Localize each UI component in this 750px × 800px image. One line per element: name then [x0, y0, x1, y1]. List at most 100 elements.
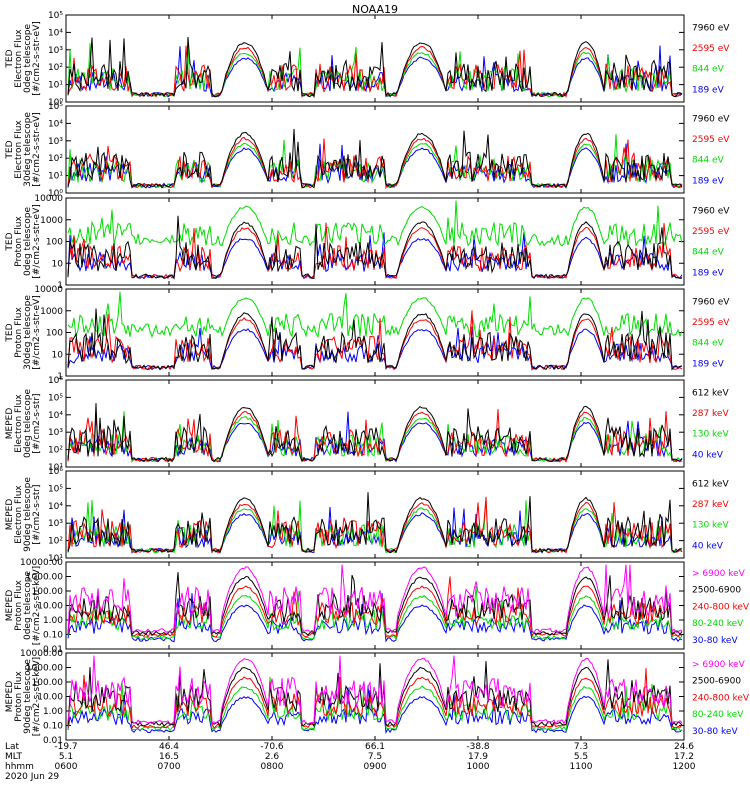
ytick-label: 0.01	[43, 645, 63, 655]
ytick-label: 10000.00	[20, 558, 63, 568]
ytick-label: 10⁵	[48, 484, 63, 494]
series-trace	[67, 409, 683, 463]
ytick-label: 1000	[40, 216, 63, 226]
ytick-label: 10.00	[37, 602, 63, 612]
footer-row-label: 2020 Jun 29	[5, 772, 59, 782]
legend-entry: 612 keV	[692, 479, 729, 489]
ytick-label: 100.00	[32, 587, 64, 597]
legend-entry: 2595 eV	[692, 318, 730, 328]
footer-row-label: Lat	[5, 742, 20, 752]
ytick-label: 10.00	[37, 693, 63, 703]
legend-entry: 7960 eV	[692, 206, 730, 216]
ytick-label: 10³	[48, 428, 63, 438]
y-axis-label: [#/cm2-s-str-eV]	[32, 295, 42, 370]
series-trace	[67, 492, 683, 554]
panel-8: 0.01 0.10 1.00 10.00 100.00 1000.00 10000.00 ME…	[5, 649, 750, 746]
y-axis-label: 90deg telescope	[23, 477, 33, 552]
footer-hhmm-value: 1100	[570, 762, 593, 772]
footer-lat-value: 46.4	[159, 742, 179, 752]
legend-entry: 7960 eV	[692, 23, 730, 33]
series-trace	[67, 499, 683, 554]
y-axis-label: [#/cm2-s-str-keV]	[32, 657, 42, 736]
ytick-label: 10000	[34, 285, 63, 295]
footer-mlt-value: 7.5	[368, 752, 382, 762]
series-trace	[67, 310, 683, 371]
ytick-label: 10⁵	[48, 393, 63, 403]
panel-2: 10⁰ 10¹ 10² 10³ 10⁴ 10⁵ TED Electron Flux 30deg …	[5, 102, 730, 199]
ytick-label: 10¹	[48, 554, 63, 564]
series-trace	[67, 215, 683, 280]
footer-row-label: hhmm	[5, 762, 34, 772]
ytick-label: 10²	[48, 446, 63, 456]
footer-hhmm-value: 1200	[673, 762, 696, 772]
y-axis-label: [#/cm2-s-str-eV]	[32, 112, 42, 187]
series-trace	[67, 668, 683, 730]
panel-frame	[65, 105, 685, 194]
panel-1: 10⁰ 10¹ 10² 10³ 10⁴ 10⁵ TED Electron Flux 0deg t…	[5, 11, 730, 108]
footer-lat-value: -38.8	[466, 742, 490, 752]
y-axis-label: Electron Flux	[14, 120, 24, 179]
series-trace	[67, 200, 683, 247]
y-axis-label: [#/cm2-s-str]	[32, 484, 42, 544]
series-trace	[67, 128, 683, 189]
y-axis-label: [#/cm2-s-str-keV]	[32, 566, 42, 645]
series-trace	[67, 45, 683, 99]
footer-mlt-value: 17.9	[468, 752, 488, 762]
legend-entry: 80-240 keV	[692, 710, 744, 720]
panel-5: 10¹ 10² 10³ 10⁴ 10⁵ 10⁶ MEPED Electron Flux 0deg…	[5, 376, 729, 473]
legend-entry: 612 keV	[692, 388, 729, 398]
legend-entry: 844 eV	[692, 65, 725, 75]
legend-entry: 240-800 keV	[692, 693, 750, 703]
series-trace	[67, 36, 683, 98]
legend-entry: 30-80 keV	[692, 727, 738, 737]
footer-mlt-value: 2.6	[265, 752, 280, 762]
y-axis-label: TED	[5, 323, 15, 342]
series-trace	[67, 659, 683, 728]
series-trace	[67, 308, 683, 371]
ytick-label: 1000.00	[26, 664, 63, 674]
series-trace	[67, 564, 682, 634]
ytick-label: 0.10	[43, 722, 63, 732]
legend-entry: 189 eV	[692, 85, 725, 95]
y-axis-label: TED	[5, 232, 15, 251]
series-trace	[67, 676, 682, 732]
y-axis-label: MEPED	[5, 499, 15, 531]
y-axis-label: 30deg telescope	[23, 112, 33, 187]
ytick-label: 10⁴	[48, 411, 63, 421]
legend-entry: 130 keV	[692, 521, 729, 531]
footer-mlt-value: 16.5	[159, 752, 179, 762]
y-axis-label: Proton Flux	[14, 307, 24, 358]
panel-4: 1 10 100 1000 10000 TED Proton Flux 30deg teles…	[5, 285, 730, 382]
y-axis-label: Proton Flux	[14, 216, 24, 267]
legend-entry: > 6900 keV	[692, 569, 746, 579]
ytick-label: 100	[46, 329, 63, 339]
series-trace	[67, 45, 683, 98]
footer-hhmm-value: 0900	[364, 762, 387, 772]
series-trace	[67, 572, 683, 636]
ytick-label: 0.01	[43, 736, 63, 746]
ytick-label: 10⁴	[48, 119, 63, 129]
ytick-label: 10²	[48, 63, 63, 73]
figure-title: NOAA19	[352, 3, 398, 16]
series-trace	[67, 585, 683, 641]
y-axis-label: Proton Flux	[14, 671, 24, 722]
series-trace	[67, 506, 683, 554]
legend-entry: 2595 eV	[692, 44, 730, 54]
footer-hhmm-value: 0700	[158, 762, 181, 772]
panel-3: 1 10 100 1000 10000 TED Proton Flux 0deg telesc…	[5, 194, 730, 291]
ytick-label: 10¹	[48, 463, 63, 473]
panel-6: 10¹ 10² 10³ 10⁴ 10⁵ 10⁶ MEPED Electron Flux 90de…	[5, 467, 729, 564]
ytick-label: 10	[52, 259, 64, 269]
y-axis-label: Electron Flux	[14, 394, 24, 453]
footer-mlt-value: 5.1	[59, 752, 73, 762]
ytick-label: 1.00	[43, 616, 63, 626]
series-trace	[67, 655, 683, 725]
footer-hhmm-value: 0600	[55, 762, 78, 772]
ytick-label: 10¹	[48, 172, 63, 182]
panel-frame	[65, 288, 685, 377]
ytick-label: 10³	[48, 519, 63, 529]
legend-entry: 287 keV	[692, 500, 729, 510]
